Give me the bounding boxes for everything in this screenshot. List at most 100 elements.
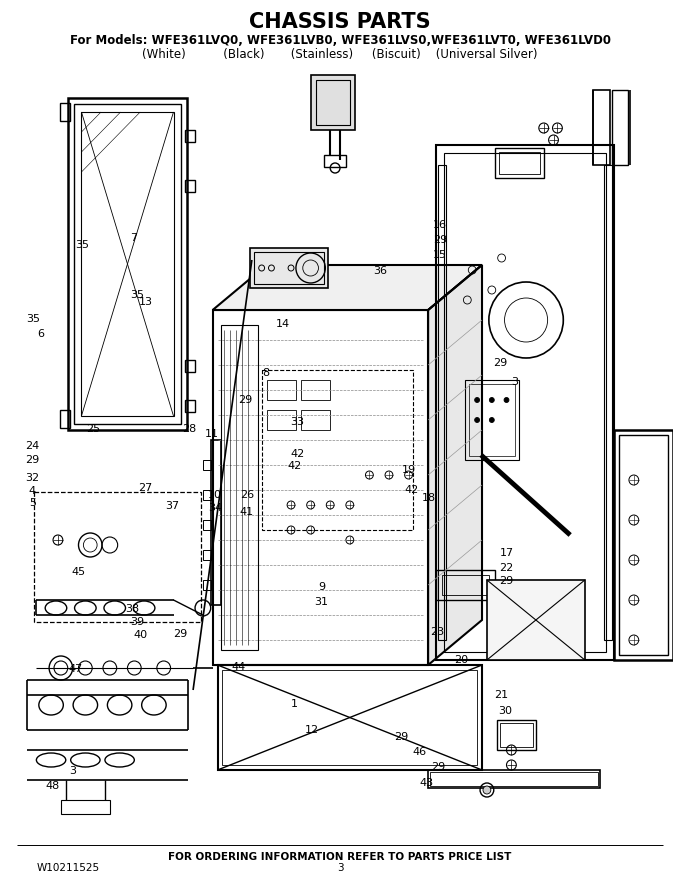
Text: 29: 29 [394, 732, 409, 743]
Bar [438, 165, 446, 640]
Bar [605, 165, 612, 640]
Text: 9: 9 [318, 582, 325, 592]
Bar [469, 384, 515, 456]
Text: 35: 35 [131, 290, 145, 300]
Bar [465, 380, 520, 460]
Text: 40: 40 [133, 630, 148, 641]
Bar [185, 130, 195, 142]
Text: 47: 47 [69, 664, 83, 674]
Bar [60, 410, 69, 428]
Text: 37: 37 [165, 501, 180, 511]
Bar [311, 75, 355, 130]
Bar [60, 103, 69, 121]
Text: 29: 29 [173, 628, 187, 639]
Bar [498, 152, 540, 174]
Text: 42: 42 [290, 449, 305, 459]
Bar [593, 90, 611, 165]
Text: 4: 4 [29, 486, 36, 496]
Bar [68, 98, 187, 430]
Bar [218, 665, 482, 770]
Bar [203, 580, 211, 590]
Bar [203, 490, 211, 500]
Bar [428, 770, 600, 788]
Text: 8: 8 [262, 368, 269, 378]
Text: 29: 29 [493, 358, 507, 369]
Text: 28: 28 [182, 423, 197, 434]
Bar [496, 720, 536, 750]
Text: 3: 3 [511, 377, 518, 387]
Text: 29: 29 [238, 395, 252, 406]
Bar [430, 772, 598, 786]
Text: FOR ORDERING INFORMATION REFER TO PARTS PRICE LIST: FOR ORDERING INFORMATION REFER TO PARTS … [169, 852, 511, 862]
Bar [267, 380, 296, 400]
Bar [267, 410, 296, 430]
Polygon shape [487, 580, 585, 660]
Circle shape [475, 398, 479, 402]
Text: 44: 44 [232, 662, 246, 672]
Text: CHASSIS PARTS: CHASSIS PARTS [249, 12, 431, 32]
Bar [35, 492, 201, 622]
Text: 42: 42 [288, 461, 302, 472]
Text: 11: 11 [205, 429, 219, 439]
Text: 17: 17 [499, 547, 513, 558]
Text: 5: 5 [29, 498, 36, 509]
Text: 43: 43 [420, 778, 434, 788]
Circle shape [490, 398, 494, 402]
Bar [614, 430, 673, 660]
Bar [203, 550, 211, 560]
Circle shape [475, 417, 479, 422]
Bar [442, 575, 489, 595]
Text: 19: 19 [402, 465, 416, 475]
Bar [211, 440, 220, 605]
Bar [301, 410, 330, 430]
Bar [254, 252, 324, 284]
Bar [619, 435, 668, 655]
Bar [316, 80, 350, 125]
Bar [612, 90, 628, 165]
Text: 31: 31 [314, 597, 328, 607]
Bar [203, 520, 211, 530]
Text: 29: 29 [432, 235, 447, 246]
Bar [222, 670, 477, 765]
Text: 12: 12 [305, 725, 319, 736]
Text: 26: 26 [239, 490, 254, 501]
Text: For Models: WFE361LVQ0, WFE361LVB0, WFE361LVS0,WFE361LVT0, WFE361LVD0: For Models: WFE361LVQ0, WFE361LVB0, WFE3… [69, 33, 611, 47]
Bar [436, 145, 614, 660]
Text: W10211525: W10211525 [37, 863, 99, 873]
Text: 20: 20 [454, 655, 469, 665]
Text: 23: 23 [430, 627, 444, 637]
Text: 16: 16 [433, 220, 447, 231]
Bar [82, 112, 173, 416]
Polygon shape [213, 265, 482, 310]
Text: 18: 18 [422, 493, 437, 503]
Bar [495, 148, 544, 178]
Bar [73, 104, 182, 424]
Text: 33: 33 [290, 417, 304, 428]
Text: 30: 30 [498, 706, 512, 716]
Bar [185, 360, 195, 372]
Bar [436, 570, 495, 600]
Text: 14: 14 [276, 319, 290, 329]
Bar [324, 155, 346, 167]
Bar [203, 460, 211, 470]
Text: 29: 29 [499, 576, 513, 586]
Text: 7: 7 [130, 232, 137, 243]
Text: 1: 1 [291, 699, 299, 709]
Text: 13: 13 [139, 297, 152, 307]
Text: 21: 21 [494, 690, 508, 700]
Bar [444, 153, 607, 652]
Text: 22: 22 [499, 562, 513, 573]
Text: 41: 41 [239, 507, 254, 517]
Text: 6: 6 [37, 329, 44, 340]
Text: 3: 3 [337, 863, 343, 873]
Text: 15: 15 [433, 250, 447, 260]
Bar [61, 800, 110, 814]
Text: 42: 42 [405, 485, 419, 495]
Text: 38: 38 [125, 604, 139, 614]
Bar [262, 370, 413, 530]
Text: 45: 45 [71, 567, 85, 577]
Bar [220, 325, 258, 650]
Text: 27: 27 [139, 483, 152, 494]
Text: 10: 10 [208, 489, 222, 500]
Text: 48: 48 [45, 781, 59, 791]
